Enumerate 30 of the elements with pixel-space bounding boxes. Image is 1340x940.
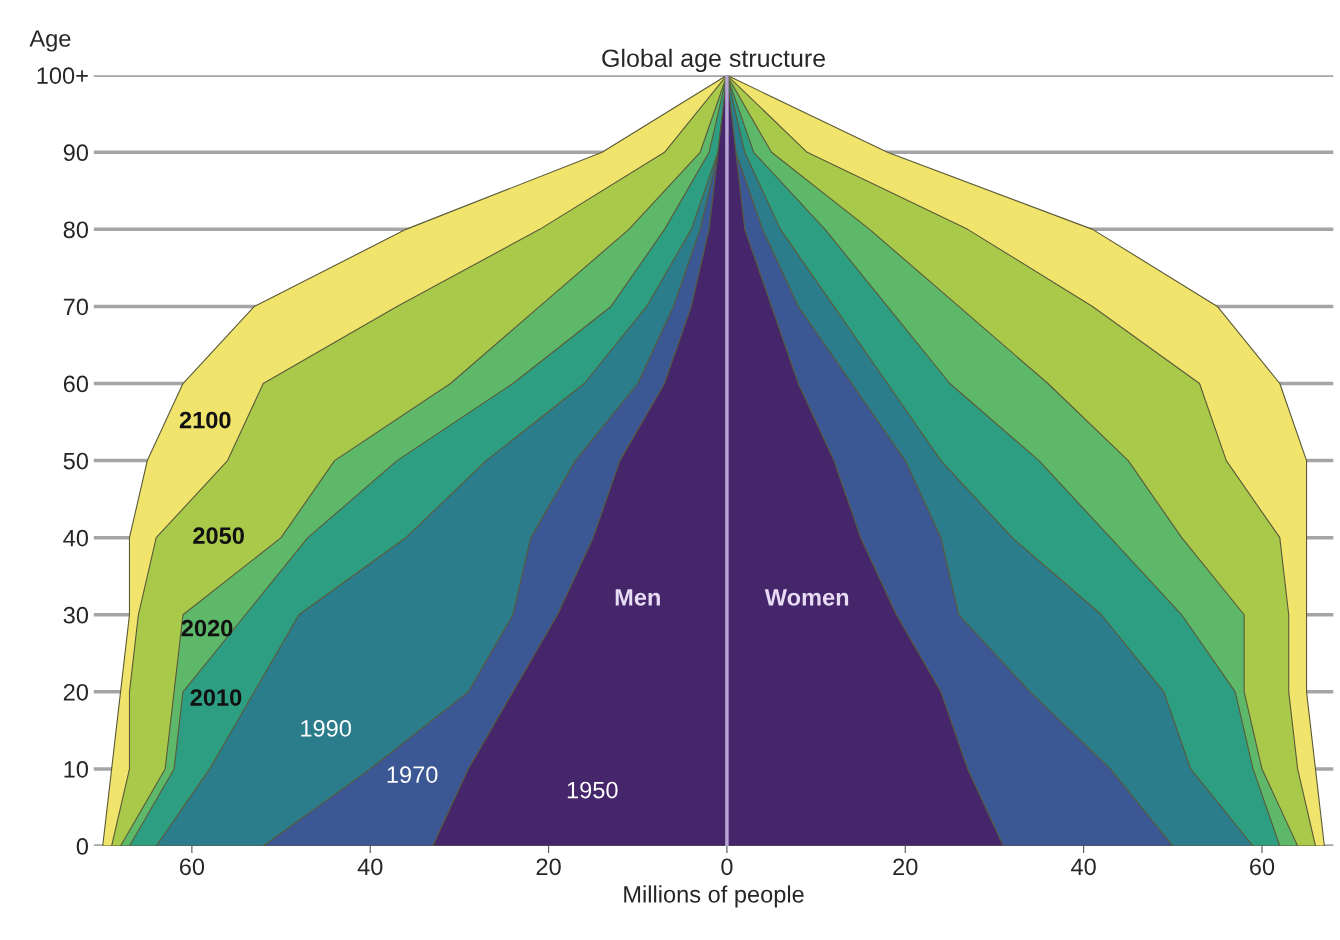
chart-title: Global age structure — [602, 48, 826, 73]
x-tick-label: 20 — [536, 858, 561, 876]
y-tick-label: 50 — [63, 452, 89, 470]
series-label: 2100 — [179, 411, 231, 429]
y-tick-label: 40 — [63, 529, 89, 547]
series-label: 2020 — [181, 619, 233, 637]
y-tick-label: 20 — [63, 683, 89, 701]
y-tick-label: 100+ — [37, 67, 88, 84]
y-tick-label: 30 — [63, 606, 89, 624]
x-tick-label: 20 — [893, 858, 918, 876]
x-axis-title: Millions of people — [624, 885, 804, 908]
annotation: Women — [764, 589, 849, 606]
y-tick-label: 90 — [63, 144, 89, 162]
x-tick-label: 40 — [357, 858, 383, 876]
series-label: 1950 — [567, 781, 618, 799]
series-label: 1970 — [387, 766, 438, 783]
x-tick-label: 60 — [1250, 858, 1275, 876]
series-label: 2010 — [190, 689, 242, 706]
series-label: 1990 — [301, 720, 351, 737]
y-tick-label: 0 — [76, 838, 89, 855]
y-tick-label: 10 — [64, 760, 89, 778]
series-label: 2050 — [193, 527, 244, 545]
y-axis-title: Age — [29, 30, 71, 52]
annotation: Men — [615, 589, 660, 606]
x-tick-label: 0 — [721, 858, 733, 876]
y-tick-label: 70 — [63, 298, 89, 316]
y-tick-label: 60 — [63, 375, 89, 393]
x-tick-label: 60 — [179, 858, 205, 876]
x-tick-label: 40 — [1071, 858, 1096, 876]
y-tick-label: 80 — [63, 221, 89, 239]
